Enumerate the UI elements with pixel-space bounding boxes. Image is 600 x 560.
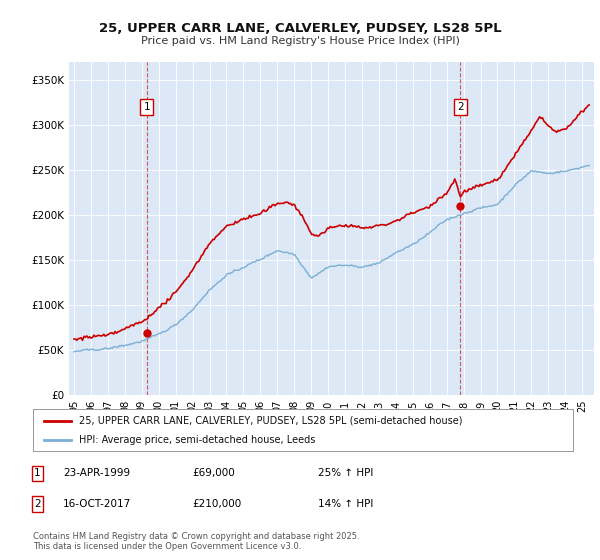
Text: 2: 2 bbox=[34, 499, 41, 509]
Text: 25% ↑ HPI: 25% ↑ HPI bbox=[318, 468, 373, 478]
Text: 2: 2 bbox=[457, 101, 464, 111]
Text: 1: 1 bbox=[34, 468, 41, 478]
Text: HPI: Average price, semi-detached house, Leeds: HPI: Average price, semi-detached house,… bbox=[79, 435, 315, 445]
Text: 23-APR-1999: 23-APR-1999 bbox=[63, 468, 130, 478]
Text: 25, UPPER CARR LANE, CALVERLEY, PUDSEY, LS28 5PL: 25, UPPER CARR LANE, CALVERLEY, PUDSEY, … bbox=[98, 22, 502, 35]
Text: £210,000: £210,000 bbox=[192, 499, 241, 509]
Text: Price paid vs. HM Land Registry's House Price Index (HPI): Price paid vs. HM Land Registry's House … bbox=[140, 36, 460, 46]
Text: £69,000: £69,000 bbox=[192, 468, 235, 478]
Text: Contains HM Land Registry data © Crown copyright and database right 2025.
This d: Contains HM Land Registry data © Crown c… bbox=[33, 532, 359, 551]
Text: 14% ↑ HPI: 14% ↑ HPI bbox=[318, 499, 373, 509]
Text: 25, UPPER CARR LANE, CALVERLEY, PUDSEY, LS28 5PL (semi-detached house): 25, UPPER CARR LANE, CALVERLEY, PUDSEY, … bbox=[79, 416, 463, 426]
Text: 16-OCT-2017: 16-OCT-2017 bbox=[63, 499, 131, 509]
Text: 1: 1 bbox=[143, 101, 150, 111]
